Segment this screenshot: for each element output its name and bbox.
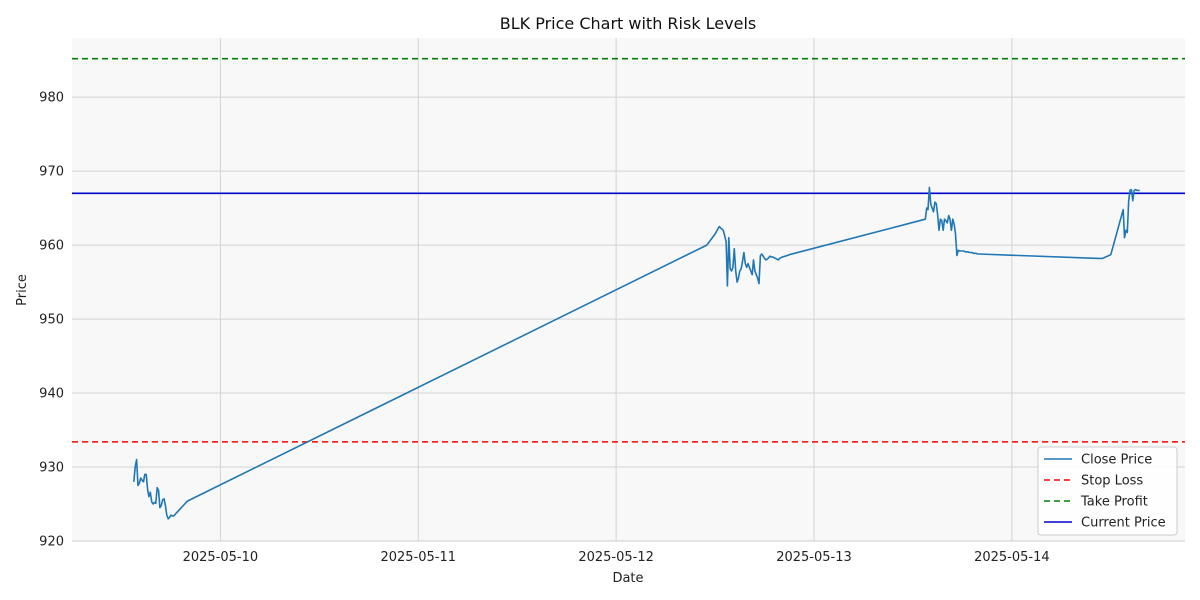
legend-entry: Stop Loss xyxy=(1081,474,1143,489)
y-tick-label: 920 xyxy=(39,535,64,550)
x-tick-label: 2025-05-10 xyxy=(183,550,259,565)
x-tick-label: 2025-05-11 xyxy=(380,550,456,565)
legend-entry: Close Price xyxy=(1081,453,1152,468)
y-tick-label: 960 xyxy=(39,239,64,254)
chart-title: BLK Price Chart with Risk Levels xyxy=(500,14,757,33)
x-tick-label: 2025-05-12 xyxy=(578,550,654,565)
y-tick-label: 980 xyxy=(39,91,64,106)
y-tick-label: 950 xyxy=(39,313,64,328)
y-axis-label: Price xyxy=(15,274,30,306)
x-tick-labels: 2025-05-10 2025-05-11 2025-05-12 2025-05-13… xyxy=(183,550,1050,565)
x-tick-label: 2025-05-13 xyxy=(776,550,852,565)
x-tick-label: 2025-05-14 xyxy=(974,550,1050,565)
legend-box xyxy=(1037,446,1178,536)
y-tick-label: 940 xyxy=(39,387,64,402)
legend: Close Price Stop Loss Take Profit Current P… xyxy=(1037,446,1178,536)
y-tick-label: 930 xyxy=(39,461,64,476)
plot-background xyxy=(72,38,1185,541)
x-axis-label: Date xyxy=(612,571,643,586)
series-line-close-price xyxy=(133,186,1140,520)
legend-entry: Take Profit xyxy=(1080,495,1148,510)
y-tick-labels: 920 930 940 950 960 970 980 xyxy=(39,91,64,550)
legend-entry: Current Price xyxy=(1081,516,1166,531)
y-tick-label: 970 xyxy=(39,165,64,180)
reference-lines xyxy=(72,57,1185,443)
